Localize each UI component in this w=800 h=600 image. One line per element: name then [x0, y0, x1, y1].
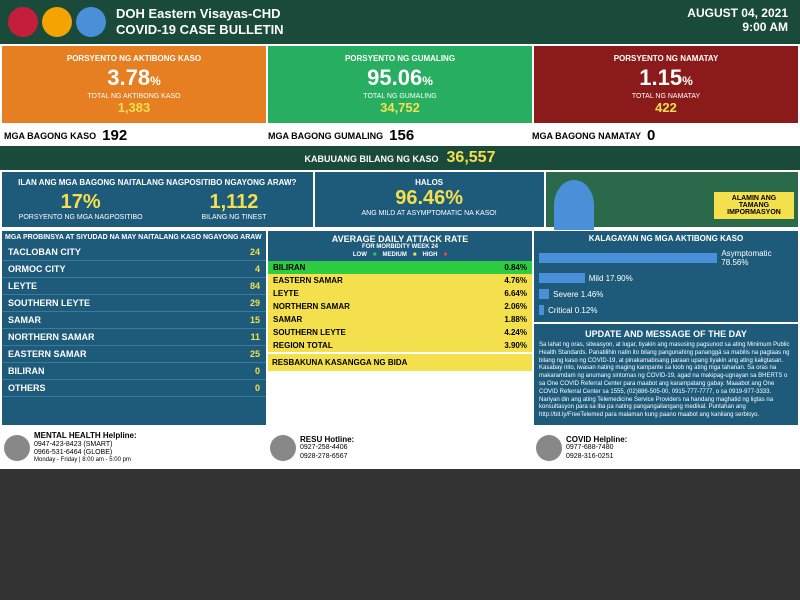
- province-row: SAMAR15: [2, 312, 266, 329]
- adar-list: BILIRAN0.84%EASTERN SAMAR4.76%LEYTE6.64%…: [268, 261, 532, 352]
- active-sublabel: TOTAL NG AKTIBONG KASO: [10, 93, 258, 100]
- adar-row: LEYTE6.64%: [268, 287, 532, 300]
- died-num: 422: [542, 100, 790, 115]
- status-list: Asymptomatic 78.56%Mild 17.90%Severe 1.4…: [534, 246, 798, 322]
- footer: MENTAL HEALTH Helpline: 0947-423-8423 (S…: [0, 427, 800, 469]
- header: DOH Eastern Visayas-CHD COVID-19 CASE BU…: [0, 0, 800, 44]
- halos-pct: 96.46%: [321, 187, 538, 210]
- logos: [8, 7, 106, 37]
- province-row: LEYTE84: [2, 278, 266, 295]
- province-row: OTHERS0: [2, 380, 266, 397]
- new-cases: MGA BAGONG KASO192: [4, 127, 268, 144]
- status-title: KALAGAYAN NG MGA AKTIBONG KASO: [534, 231, 798, 246]
- header-title: DOH Eastern Visayas-CHD COVID-19 CASE BU…: [116, 6, 284, 37]
- died-pct: 1.15%: [542, 65, 790, 91]
- title-line2: COVID-19 CASE BULLETIN: [116, 22, 284, 38]
- recovered-num: 34,752: [276, 100, 524, 115]
- status-row: Asymptomatic 78.56%: [534, 246, 798, 270]
- update-text: Sa lahat ng oras, sitwasyon, at lugar, t…: [539, 342, 793, 420]
- mid-row: ILAN ANG MGA BAGONG NAITALANG NAGPOSITIB…: [0, 170, 800, 229]
- bida-card: ALAMIN ANG TAMANG IMPORMASYON: [546, 172, 798, 227]
- died-sublabel: TOTAL NG NAMATAY: [542, 93, 790, 100]
- nurse-icon: [554, 180, 594, 230]
- title-line1: DOH Eastern Visayas-CHD: [116, 6, 284, 22]
- mental-health-col: MENTAL HEALTH Helpline: 0947-423-8423 (S…: [4, 431, 264, 465]
- halos-card: HALOS 96.46% ANG MILD AT ASYMPTOMATIC NA…: [315, 172, 544, 227]
- status-row: Severe 1.46%: [534, 286, 798, 302]
- active-label: PORSYENTO NG AKTIBONG KASO: [10, 54, 258, 63]
- adar-row: SOUTHERN LEYTE4.24%: [268, 326, 532, 339]
- active-num: 1,383: [10, 100, 258, 115]
- positivity-title: ILAN ANG MGA BAGONG NAITALANG NAGPOSITIB…: [8, 178, 307, 187]
- covid-icon: [536, 435, 562, 461]
- brain-icon: [4, 435, 30, 461]
- recovered-sublabel: TOTAL NG GUMALING: [276, 93, 524, 100]
- positivity-card: ILAN ANG MGA BAGONG NAITALANG NAGPOSITIB…: [2, 172, 313, 227]
- adar-row: REGION TOTAL3.90%: [268, 339, 532, 352]
- new-stats-row: MGA BAGONG KASO192 MGA BAGONG GUMALING15…: [0, 125, 800, 146]
- update-box: UPDATE AND MESSAGE OF THE DAY Sa lahat n…: [534, 324, 798, 425]
- status-row: Mild 17.90%: [534, 270, 798, 286]
- time: 9:00 AM: [687, 20, 788, 34]
- adar-row: NORTHERN SAMAR2.06%: [268, 300, 532, 313]
- status-row: Critical 0.12%: [534, 302, 798, 318]
- new-recovered: MGA BAGONG GUMALING156: [268, 127, 532, 144]
- adar-row: BILIRAN0.84%: [268, 261, 532, 274]
- top-stats-row: PORSYENTO NG AKTIBONG KASO 3.78% TOTAL N…: [0, 44, 800, 125]
- provinces-title: MGA PROBINSYA AT SIYUDAD NA MAY NAITALAN…: [2, 231, 266, 244]
- active-card: PORSYENTO NG AKTIBONG KASO 3.78% TOTAL N…: [2, 46, 266, 123]
- header-date: AUGUST 04, 2021 9:00 AM: [687, 6, 788, 34]
- adar-row: SAMAR1.88%: [268, 313, 532, 326]
- province-row: TACLOBAN CITY24: [2, 244, 266, 261]
- province-row: BILIRAN0: [2, 363, 266, 380]
- status-col: KALAGAYAN NG MGA AKTIBONG KASO Asymptoma…: [534, 231, 798, 425]
- tested-count: 1,112 BILANG NG TINEST: [161, 191, 306, 221]
- total-num: 36,557: [447, 149, 496, 166]
- region-logo: [42, 7, 72, 37]
- doh-logo: [8, 7, 38, 37]
- died-card: PORSYENTO NG NAMATAY 1.15% TOTAL NG NAMA…: [534, 46, 798, 123]
- update-title: UPDATE AND MESSAGE OF THE DAY: [539, 329, 793, 339]
- died-label: PORSYENTO NG NAMATAY: [542, 54, 790, 63]
- province-row: ORMOC CITY4: [2, 261, 266, 278]
- province-row: EASTERN SAMAR25: [2, 346, 266, 363]
- resbakuna: RESBAKUNA KASANGGA NG BIDA: [268, 354, 532, 371]
- bida-logo: [76, 7, 106, 37]
- adar-row: EASTERN SAMAR4.76%: [268, 274, 532, 287]
- adar-col: AVERAGE DAILY ATTACK RATE FOR MORBIDITY …: [268, 231, 532, 425]
- recovered-card: PORSYENTO NG GUMALING 95.06% TOTAL NG GU…: [268, 46, 532, 123]
- total-label: KABUUANG BILANG NG KASO: [305, 154, 439, 164]
- provinces-list: TACLOBAN CITY24ORMOC CITY4LEYTE84SOUTHER…: [2, 244, 266, 397]
- new-died: MGA BAGONG NAMATAY0: [532, 127, 796, 144]
- province-row: SOUTHERN LEYTE29: [2, 295, 266, 312]
- resu-icon: [270, 435, 296, 461]
- positivity-pct: 17% PORSYENTO NG MGA NAGPOSITIBO: [8, 191, 153, 221]
- recovered-label: PORSYENTO NG GUMALING: [276, 54, 524, 63]
- recovered-pct: 95.06%: [276, 65, 524, 91]
- bida-message: ALAMIN ANG TAMANG IMPORMASYON: [714, 192, 794, 219]
- adar-legend: LOW■ MEDIUM■ HIGH■: [271, 252, 529, 258]
- covid-col: COVID Helpline: 0977-688-7480 0928-316-0…: [536, 431, 796, 465]
- date: AUGUST 04, 2021: [687, 6, 788, 20]
- province-row: NORTHERN SAMAR11: [2, 329, 266, 346]
- resu-col: RESU Hotline: 0927-258-4406 0928-278-656…: [270, 431, 530, 465]
- adar-header: AVERAGE DAILY ATTACK RATE FOR MORBIDITY …: [268, 231, 532, 261]
- total-bar: KABUUANG BILANG NG KASO 36,557: [0, 146, 800, 170]
- provinces-col: MGA PROBINSYA AT SIYUDAD NA MAY NAITALAN…: [2, 231, 266, 425]
- active-pct: 3.78%: [10, 65, 258, 91]
- main-row: MGA PROBINSYA AT SIYUDAD NA MAY NAITALAN…: [0, 229, 800, 427]
